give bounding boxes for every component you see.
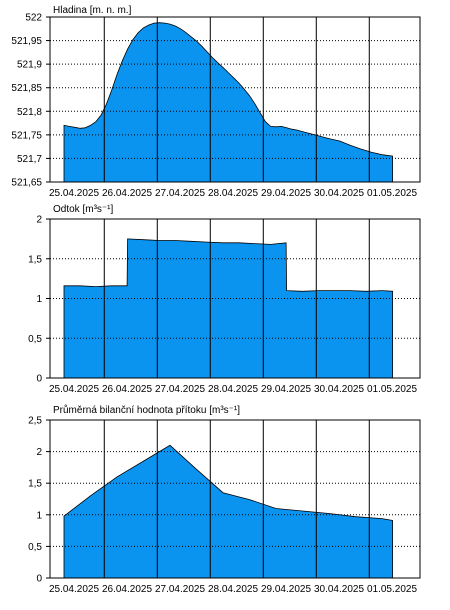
- y-tick-label: 521,95: [11, 36, 42, 47]
- axis-frame: [49, 16, 421, 183]
- x-tick-label: 25.04.2025: [49, 384, 99, 395]
- hladina-chart-panel: Hladina [m. n. m.] 522 521,95 521,9 521,85 52…: [11, 5, 421, 199]
- series-area: [63, 444, 393, 579]
- x-tick-label: 25.04.2025: [49, 188, 99, 199]
- x-tick-label: 01.05.2025: [367, 584, 417, 595]
- y-tick-label: 521,9: [17, 60, 42, 71]
- y-tick-label: 2: [36, 215, 42, 226]
- y-tick-label: 521,7: [17, 154, 42, 165]
- odtok-chart-panel: Odtok [m³s⁻¹] 2 1,5 1 0,5 0 25.04.2025 26.04.20…: [28, 204, 421, 395]
- chart-title: Hladina [m. n. m.]: [53, 5, 132, 16]
- y-tick-label: 521,75: [11, 130, 42, 141]
- x-tick-label: 27.04.2025: [155, 584, 205, 595]
- pritok-chart-panel: Průměrná bilanční hodnota přítoku [m³s⁻¹…: [28, 404, 421, 595]
- x-tick-label: 01.05.2025: [367, 384, 417, 395]
- y-tick-label: 521,85: [11, 83, 42, 94]
- x-tick-label: 27.04.2025: [155, 188, 205, 199]
- x-tick-label: 26.04.2025: [102, 384, 152, 395]
- y-tick-label: 0: [36, 374, 42, 385]
- y-tick-label: 0,5: [28, 542, 42, 553]
- x-tick-label: 29.04.2025: [261, 384, 311, 395]
- y-tick-label: 521,8: [17, 107, 42, 118]
- series-area: [63, 238, 393, 379]
- x-tick-label: 30.04.2025: [314, 188, 364, 199]
- x-tick-label: 30.04.2025: [314, 584, 364, 595]
- x-tick-label: 01.05.2025: [367, 188, 417, 199]
- x-tick-label: 28.04.2025: [208, 584, 258, 595]
- x-tick-label: 28.04.2025: [208, 384, 258, 395]
- y-tick-label: 1: [36, 294, 42, 305]
- y-tick-label: 1: [36, 510, 42, 521]
- x-tick-label: 26.04.2025: [102, 188, 152, 199]
- y-tick-label: 0: [36, 574, 42, 585]
- y-tick-label: 1,5: [28, 479, 42, 490]
- x-tick-label: 25.04.2025: [49, 584, 99, 595]
- axis-frame: [49, 218, 421, 379]
- x-tick-label: 26.04.2025: [102, 584, 152, 595]
- y-tick-label: 522: [25, 13, 42, 24]
- y-tick-label: 2,5: [28, 416, 42, 427]
- chart-title: Průměrná bilanční hodnota přítoku [m³s⁻¹…: [53, 404, 240, 416]
- x-tick-label: 27.04.2025: [155, 384, 205, 395]
- x-tick-label: 29.04.2025: [261, 188, 311, 199]
- y-tick-label: 0,5: [28, 334, 42, 345]
- x-tick-label: 29.04.2025: [261, 584, 311, 595]
- x-tick-label: 28.04.2025: [208, 188, 258, 199]
- y-tick-label: 1,5: [28, 254, 42, 265]
- x-tick-label: 30.04.2025: [314, 384, 364, 395]
- axis-frame: [49, 419, 421, 579]
- series-area: [63, 22, 393, 183]
- y-tick-label: 2: [36, 447, 42, 458]
- y-tick-label: 521,65: [11, 178, 42, 189]
- chart-title: Odtok [m³s⁻¹]: [53, 204, 114, 215]
